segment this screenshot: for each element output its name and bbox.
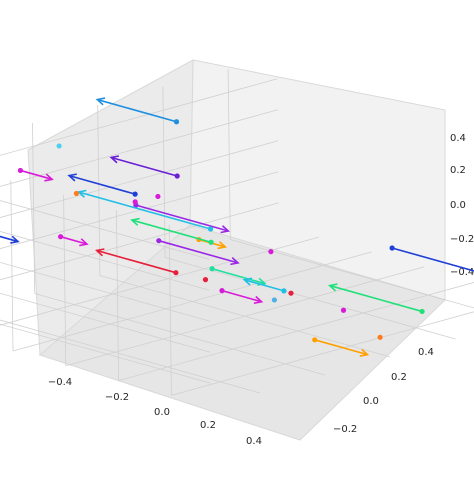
vector-origin-point	[155, 193, 161, 200]
vector-shaft	[131, 219, 212, 244]
vector-head	[217, 241, 228, 250]
grid-line	[0, 231, 210, 291]
vector-head	[76, 189, 87, 198]
x-tick-label: 0.4	[246, 436, 262, 447]
y-tick-label: 0.2	[391, 372, 407, 383]
grid-lines	[0, 69, 474, 396]
vector-shaft	[20, 169, 53, 181]
vector-head	[130, 217, 140, 226]
vector-origin-point	[173, 270, 179, 276]
vector-shaft	[60, 235, 88, 245]
y-tick-label: 0.0	[363, 396, 379, 407]
grid-line	[99, 275, 391, 358]
vector-shaft	[110, 156, 178, 177]
vector-origin-point	[156, 238, 162, 244]
vector-origin-point	[73, 190, 79, 197]
x-tick-label: −0.2	[105, 392, 129, 403]
grid-line	[0, 200, 210, 260]
vector-shaft	[97, 98, 177, 123]
vector-origin-point	[340, 307, 347, 313]
vector-head	[44, 173, 54, 182]
vector-head	[95, 97, 106, 106]
vector-head	[79, 238, 89, 247]
vector-shaft	[221, 289, 262, 303]
grid-line	[0, 140, 279, 218]
z-tick-label: 0.2	[450, 165, 466, 176]
grid-line	[118, 282, 474, 381]
grid-line	[34, 293, 326, 376]
y-tick-label: 0.4	[418, 347, 434, 358]
x-tick-label: 0.2	[200, 420, 216, 431]
grid-line	[0, 109, 278, 187]
x-tick-label: −0.4	[48, 377, 72, 388]
vector-origin-point	[288, 290, 294, 296]
vector-shaft	[329, 284, 423, 313]
vector-shaft	[135, 204, 229, 232]
z-tick-label: −0.2	[450, 234, 474, 245]
vector-shaft	[391, 247, 474, 272]
vector-origin-point	[173, 119, 180, 125]
vector-origin-point	[312, 337, 318, 343]
z-tick-label: 0.4	[450, 133, 466, 144]
vector-origin-point	[208, 226, 214, 232]
vector-shaft	[211, 267, 266, 285]
grid-line	[0, 78, 278, 156]
vector-head	[220, 225, 231, 234]
axis-panes	[27, 59, 446, 441]
vector-head	[67, 173, 77, 182]
vector-origin-point	[209, 266, 215, 272]
vector-head	[10, 235, 20, 244]
grid-line	[32, 123, 36, 294]
vector-marks	[0, 97, 474, 357]
vector-shaft	[0, 235, 19, 243]
vector-head	[359, 348, 370, 357]
vector-origin-point	[419, 308, 425, 315]
tick-labels: −0.4 −0.2 0.0 0.2 0.4 −0.2 0.0 0.2 0.4 −0.4 −0.2 0.…	[48, 133, 474, 447]
vector-origin-point	[268, 249, 274, 255]
vector-shaft	[158, 239, 239, 264]
vector-origin-point	[389, 245, 395, 251]
y-tick-label: −0.2	[333, 424, 357, 435]
grid-line	[0, 261, 211, 322]
vector-head	[242, 277, 253, 286]
vector-origin-point	[208, 239, 214, 245]
x-tick-label: 0.0	[154, 407, 170, 418]
grid-line	[0, 319, 261, 394]
vector-head	[109, 155, 120, 164]
vector-shaft	[68, 174, 136, 195]
vector-head	[327, 283, 338, 292]
vector-shaft	[244, 278, 285, 292]
vector-origin-point	[271, 297, 277, 303]
vector-origin-point	[219, 288, 225, 294]
vector-shaft	[96, 249, 177, 274]
grid-line	[171, 311, 474, 396]
vector-shaft	[314, 339, 368, 356]
z-tick-label: −0.4	[450, 267, 474, 278]
vector-origin-point	[202, 277, 209, 283]
vector-origin-point	[56, 143, 62, 149]
vector-origin-point	[377, 334, 383, 340]
vector-origin-point	[17, 167, 24, 174]
z-tick-label: 0.0	[450, 200, 466, 211]
vector-origin-point	[132, 199, 138, 205]
vector-origin-point	[281, 288, 287, 294]
vector-head	[253, 295, 264, 305]
vector-origin-point	[174, 173, 180, 179]
vector-origin-point	[58, 234, 64, 240]
grid-line	[116, 210, 119, 381]
vector-origin-point	[132, 191, 138, 197]
grid-line	[168, 224, 172, 396]
vector-head	[230, 257, 240, 266]
vector-head	[94, 248, 105, 257]
vector-shaft	[78, 191, 211, 230]
